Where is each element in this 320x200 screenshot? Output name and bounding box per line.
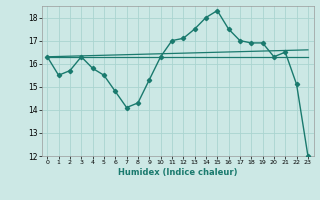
X-axis label: Humidex (Indice chaleur): Humidex (Indice chaleur) (118, 168, 237, 177)
